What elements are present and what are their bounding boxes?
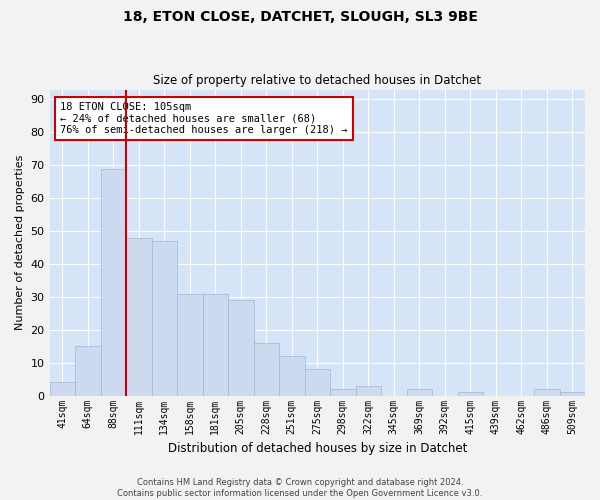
Bar <box>228 300 254 396</box>
Bar <box>330 389 356 396</box>
Text: 18, ETON CLOSE, DATCHET, SLOUGH, SL3 9BE: 18, ETON CLOSE, DATCHET, SLOUGH, SL3 9BE <box>122 10 478 24</box>
Text: 18 ETON CLOSE: 105sqm
← 24% of detached houses are smaller (68)
76% of semi-deta: 18 ETON CLOSE: 105sqm ← 24% of detached … <box>60 102 348 135</box>
Y-axis label: Number of detached properties: Number of detached properties <box>15 155 25 330</box>
Bar <box>254 343 279 396</box>
Text: Contains HM Land Registry data © Crown copyright and database right 2024.
Contai: Contains HM Land Registry data © Crown c… <box>118 478 482 498</box>
Bar <box>126 238 152 396</box>
Bar <box>356 386 381 396</box>
X-axis label: Distribution of detached houses by size in Datchet: Distribution of detached houses by size … <box>167 442 467 455</box>
Bar <box>534 389 560 396</box>
Title: Size of property relative to detached houses in Datchet: Size of property relative to detached ho… <box>153 74 481 87</box>
Bar <box>50 382 75 396</box>
Bar <box>279 356 305 396</box>
Bar <box>203 294 228 396</box>
Bar <box>75 346 101 396</box>
Bar <box>407 389 432 396</box>
Bar <box>305 370 330 396</box>
Bar <box>177 294 203 396</box>
Bar <box>101 168 126 396</box>
Bar <box>152 241 177 396</box>
Bar <box>560 392 585 396</box>
Bar <box>458 392 483 396</box>
